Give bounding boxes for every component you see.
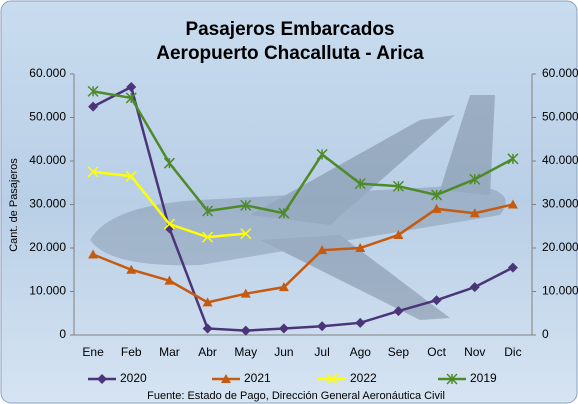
- y2-tick-label: 0: [542, 327, 549, 341]
- y2-tick-label: 50.000: [542, 110, 578, 124]
- x-tick-label: May: [234, 345, 257, 359]
- chart: Pasajeros Embarcados Aeropuerto Chacallu…: [0, 0, 578, 404]
- y-tick-label: 40.000: [29, 153, 66, 167]
- x-tick-label: Feb: [121, 345, 142, 359]
- y2-tick-label: 20.000: [542, 240, 578, 254]
- x-tick-label: Jun: [274, 345, 293, 359]
- legend-label: 2022: [350, 371, 377, 385]
- chart-subtitle: Aeropuerto Chacalluta - Arica: [156, 43, 424, 64]
- y-tick-label: 10.000: [29, 284, 66, 298]
- y2-tick-label: 40.000: [542, 153, 578, 167]
- chart-title: Pasajeros Embarcados: [185, 19, 394, 40]
- y-tick-label: 20.000: [29, 240, 66, 254]
- y2-tick-label: 30.000: [542, 197, 578, 211]
- source-note: Fuente: Estado de Pago, Dirección Genera…: [147, 390, 445, 402]
- page: {"chart_data": {"type": "line", "title":…: [0, 0, 578, 404]
- x-tick-label: Jul: [314, 345, 329, 359]
- x-tick-label: Nov: [464, 345, 485, 359]
- x-tick-label: Mar: [159, 345, 180, 359]
- y2-tick-label: 10.000: [542, 284, 578, 298]
- y-tick-label: 0: [59, 327, 66, 341]
- legend-label: 2019: [470, 371, 497, 385]
- y-axis-label: Cant. de Pasajeros: [8, 158, 20, 252]
- y-tick-label: 50.000: [29, 110, 66, 124]
- y-tick-label: 30.000: [29, 197, 66, 211]
- x-tick-label: Abr: [198, 345, 217, 359]
- x-tick-label: Sep: [388, 345, 410, 359]
- legend-label: 2021: [244, 371, 271, 385]
- legend-label: 2020: [120, 371, 147, 385]
- x-tick-label: Dic: [504, 345, 521, 359]
- x-tick-label: Ago: [350, 345, 372, 359]
- x-tick-label: Ene: [82, 345, 104, 359]
- y-tick-label: 60.000: [29, 66, 66, 80]
- x-tick-label: Oct: [427, 345, 446, 359]
- y2-tick-label: 60.000: [542, 66, 578, 80]
